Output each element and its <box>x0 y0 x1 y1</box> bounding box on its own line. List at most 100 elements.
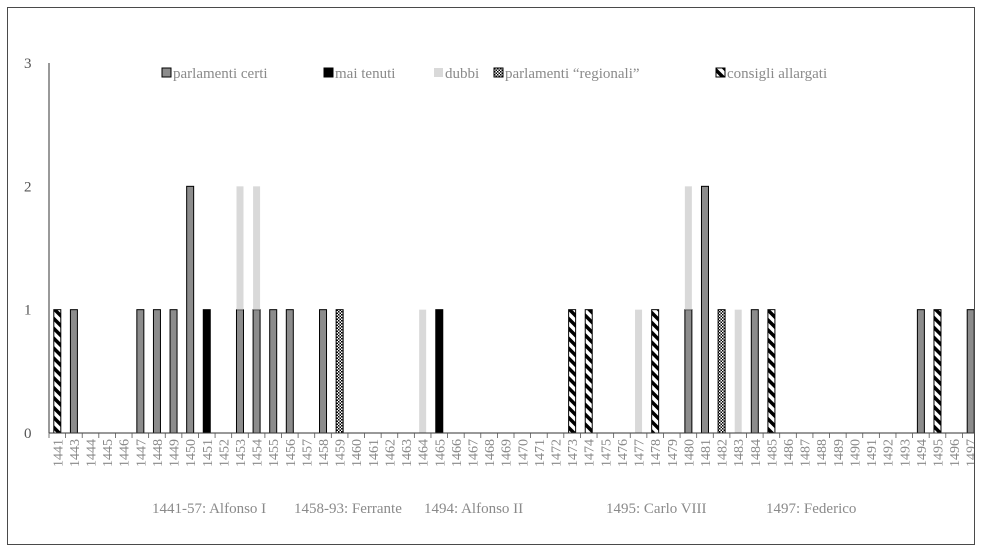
bar-1451-series-1 <box>202 309 211 434</box>
bar-1484-series-0 <box>750 309 759 434</box>
x-tick-label: 1445 <box>101 439 116 467</box>
x-tick-label: 1454 <box>251 439 266 467</box>
bar-1483-series-2 <box>734 309 742 433</box>
x-tick-label: 1484 <box>749 439 764 467</box>
x-tick-label: 1459 <box>334 439 349 467</box>
bar-1456-series-0 <box>285 309 294 434</box>
bar-1465-series-1 <box>435 309 444 434</box>
bar-1480-series-2 <box>684 186 692 310</box>
x-tick-label: 1482 <box>716 439 731 467</box>
x-tick-label: 1444 <box>85 439 100 467</box>
x-tick-label: 1453 <box>234 439 249 467</box>
x-tick-label: 1466 <box>450 439 465 467</box>
x-tick-label: 1467 <box>466 439 481 467</box>
bar-1482-series-3 <box>717 309 726 434</box>
x-tick-label: 1492 <box>882 439 897 467</box>
bars <box>53 185 974 434</box>
legend-label: parlamenti certi <box>173 66 268 82</box>
x-tick-label: 1481 <box>699 439 714 467</box>
x-tick-label: 1490 <box>848 439 863 467</box>
x-tick-label: 1493 <box>898 439 913 467</box>
bar-1454-series-2 <box>253 186 261 310</box>
y-axis-ticks: 0 1 2 3 <box>24 56 32 442</box>
bar-1480-series-0 <box>684 309 693 434</box>
bar-1448-series-0 <box>152 309 161 434</box>
x-tick-label: 1462 <box>383 439 398 467</box>
y-tick-label: 1 <box>24 303 32 319</box>
legend-swatch <box>434 68 443 77</box>
x-tick-label: 1476 <box>616 439 631 467</box>
x-tick-label: 1451 <box>201 439 216 467</box>
x-tick-label: 1456 <box>284 439 299 467</box>
bar-1447-series-0 <box>136 309 145 434</box>
reign-label: 1495: Carlo VIII <box>606 501 707 517</box>
x-tick-label: 1485 <box>765 439 780 467</box>
x-tick-label: 1491 <box>865 439 880 467</box>
x-tick-label: 1470 <box>516 439 531 467</box>
x-tick-label: 1448 <box>151 439 166 467</box>
x-tick-label: 1473 <box>566 439 581 467</box>
chart-frame: 0 1 2 3 1441 1443 1444 1445 1446 1447 1448 1449 145… <box>7 7 975 545</box>
x-tick-label: 1478 <box>649 439 664 467</box>
bar-1464-series-2 <box>419 309 427 433</box>
x-tick-label: 1479 <box>666 439 681 467</box>
bar-1441-series-4 <box>53 309 62 434</box>
reign-label: 1494: Alfonso II <box>424 501 523 517</box>
x-tick-label: 1464 <box>417 439 432 467</box>
x-tick-label: 1487 <box>799 439 814 467</box>
legend-label: parlamenti “regionali” <box>505 66 640 82</box>
legend-label: consigli allargati <box>727 66 827 82</box>
x-tick-label: 1497 <box>965 439 974 467</box>
legend-label: mai tenuti <box>335 66 395 82</box>
x-tick-label: 1475 <box>599 439 614 467</box>
bar-1494-series-0 <box>916 309 925 434</box>
x-axis-ticks: 1441 1443 1444 1445 1446 1447 1448 1449 1450 1451… <box>48 433 974 467</box>
bar-1495-series-4 <box>933 309 942 434</box>
bar-1454-series-0 <box>252 309 261 434</box>
y-tick-label: 2 <box>24 179 32 195</box>
x-tick-label: 1469 <box>500 439 515 467</box>
x-tick-label: 1446 <box>118 439 133 467</box>
legend: parlamenti certi mai tenuti dubbi parlament… <box>161 66 827 82</box>
x-tick-label: 1480 <box>682 439 697 467</box>
x-tick-label: 1477 <box>633 439 648 467</box>
x-tick-label: 1465 <box>433 439 448 467</box>
x-tick-label: 1495 <box>931 439 946 467</box>
x-tick-label: 1461 <box>367 439 382 467</box>
bar-1459-series-3 <box>335 309 344 434</box>
x-tick-label: 1460 <box>350 439 365 467</box>
x-tick-label: 1496 <box>948 439 963 467</box>
bar-1455-series-0 <box>269 309 278 434</box>
bar-1474-series-4 <box>584 309 593 434</box>
bar-1481-series-0 <box>700 185 709 434</box>
bar-1449-series-0 <box>169 309 178 434</box>
x-tick-label: 1486 <box>782 439 797 467</box>
x-tick-label: 1455 <box>267 439 282 467</box>
reign-labels: 1441-57: Alfonso I 1458-93: Ferrante 1494:… <box>152 501 856 517</box>
x-tick-label: 1457 <box>300 439 315 467</box>
bar-1453-series-0 <box>235 309 244 434</box>
x-tick-label: 1449 <box>168 439 183 467</box>
bar-1453-series-2 <box>236 186 244 310</box>
legend-label: dubbi <box>445 66 479 82</box>
bar-1485-series-4 <box>767 309 776 434</box>
x-tick-label: 1474 <box>583 439 598 467</box>
bar-1443-series-0 <box>69 309 78 434</box>
y-tick-label: 0 <box>24 426 32 442</box>
x-tick-label: 1471 <box>533 439 548 467</box>
x-tick-label: 1468 <box>483 439 498 467</box>
legend-swatch <box>493 67 504 78</box>
y-tick-label: 3 <box>24 56 32 72</box>
x-tick-label: 1494 <box>915 439 930 467</box>
bar-1497-series-0 <box>966 309 974 434</box>
x-tick-label: 1463 <box>400 439 415 467</box>
reign-label: 1497: Federico <box>766 501 856 517</box>
x-tick-label: 1489 <box>832 439 847 467</box>
bar-1450-series-0 <box>186 185 195 434</box>
x-tick-label: 1488 <box>815 439 830 467</box>
x-tick-label: 1450 <box>184 439 199 467</box>
bar-1477-series-2 <box>635 309 643 433</box>
chart-svg: 0 1 2 3 1441 1443 1444 1445 1446 1447 1448 1449 145… <box>24 56 974 517</box>
bar-1478-series-4 <box>651 309 660 434</box>
x-tick-label: 1458 <box>317 439 332 467</box>
